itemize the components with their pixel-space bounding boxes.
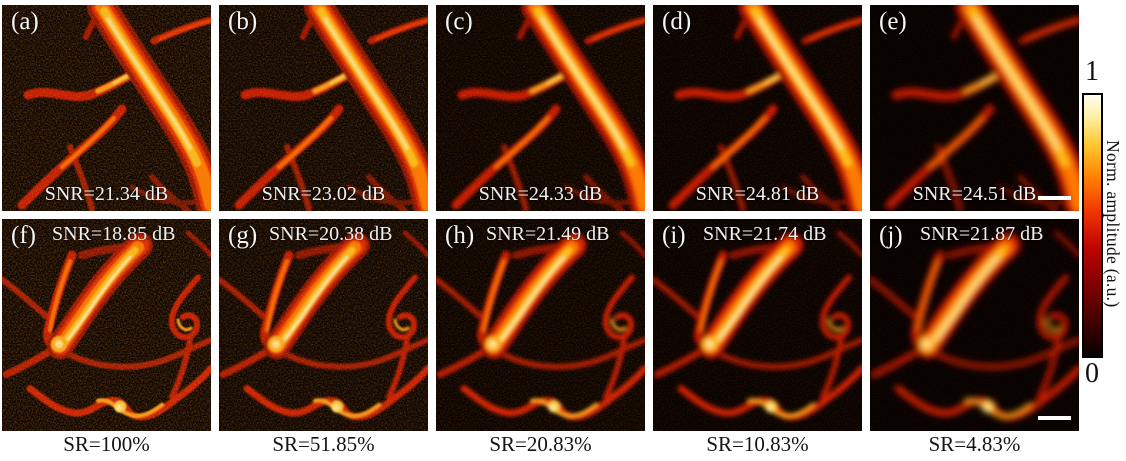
- snr-label: SNR=24.33 dB: [478, 183, 603, 205]
- panel-e: (e) SNR=24.51 dB: [870, 5, 1079, 211]
- snr-label: SNR=23.02 dB: [261, 183, 386, 205]
- vessel-image-a: [2, 5, 211, 211]
- panel-g: (g) SNR=20.38 dB: [219, 219, 428, 431]
- panel-row-2: (f) SNR=18.85 dB (g) SNR=20.38 dB (h: [2, 219, 1079, 431]
- colorbar-min-label: 0: [1085, 358, 1099, 389]
- snr-label: SNR=21.87 dB: [920, 223, 1044, 245]
- panel-letter: (a): [11, 8, 39, 35]
- panel-letter: (e): [879, 8, 907, 35]
- sr-caption-row: SR=100% SR=51.85% SR=20.83% SR=10.83% SR…: [2, 432, 1079, 457]
- sr-label-1: SR=100%: [63, 432, 150, 456]
- panel-grid: (a) SNR=21.34 dB (b) SNR=23.02 dB (c: [2, 5, 1079, 431]
- colorbar-axis-label: Norm. amplitude (a.u.): [1103, 140, 1123, 308]
- panel-i: (i) SNR=21.74 dB: [653, 219, 862, 431]
- colorbar-max-label: 1: [1085, 56, 1099, 87]
- panel-c: (c) SNR=24.33 dB: [436, 5, 645, 211]
- panel-j: (j) SNR=21.87 dB: [870, 219, 1079, 431]
- panel-h: (h) SNR=21.49 dB: [436, 219, 645, 431]
- vessel-image-d: [653, 5, 862, 211]
- vessel-image-j: [870, 219, 1079, 431]
- panel-letter: (b): [228, 8, 258, 35]
- snr-label: SNR=21.49 dB: [486, 223, 610, 245]
- panel-b: (b) SNR=23.02 dB: [219, 5, 428, 211]
- panel-row-1: (a) SNR=21.34 dB (b) SNR=23.02 dB (c: [2, 5, 1079, 211]
- panel-letter: (d): [662, 8, 692, 35]
- sr-label-5: SR=4.83%: [928, 432, 1021, 456]
- panel-a: (a) SNR=21.34 dB: [2, 5, 211, 211]
- vessel-image-b: [219, 5, 428, 211]
- panel-letter: (c): [445, 8, 473, 35]
- panel-f: (f) SNR=18.85 dB: [2, 219, 211, 431]
- panel-letter: (i): [662, 222, 686, 249]
- panel-d: (d) SNR=24.81 dB: [653, 5, 862, 211]
- snr-label: SNR=24.81 dB: [695, 183, 820, 205]
- panel-letter: (h): [445, 222, 475, 249]
- scale-bar: [1038, 196, 1071, 200]
- sr-label-3: SR=20.83%: [489, 432, 592, 456]
- vessel-image-c: [436, 5, 645, 211]
- panel-letter: (g): [228, 222, 258, 249]
- snr-label: SNR=24.51 dB: [912, 183, 1037, 205]
- snr-label: SNR=21.34 dB: [44, 183, 169, 205]
- snr-label: SNR=18.85 dB: [52, 223, 176, 245]
- snr-label: SNR=20.38 dB: [269, 223, 393, 245]
- vessel-image-e: [870, 5, 1079, 211]
- snr-label: SNR=21.74 dB: [703, 223, 827, 245]
- vessel-image-f: [2, 219, 211, 431]
- vessel-image-i: [653, 219, 862, 431]
- panel-letter: (j): [879, 222, 903, 249]
- vessel-image-h: [436, 219, 645, 431]
- panel-letter: (f): [11, 222, 36, 249]
- sr-label-2: SR=51.85%: [272, 432, 375, 456]
- sr-label-4: SR=10.83%: [706, 432, 809, 456]
- colorbar: [1082, 93, 1103, 358]
- vessel-image-g: [219, 219, 428, 431]
- scale-bar: [1038, 416, 1071, 420]
